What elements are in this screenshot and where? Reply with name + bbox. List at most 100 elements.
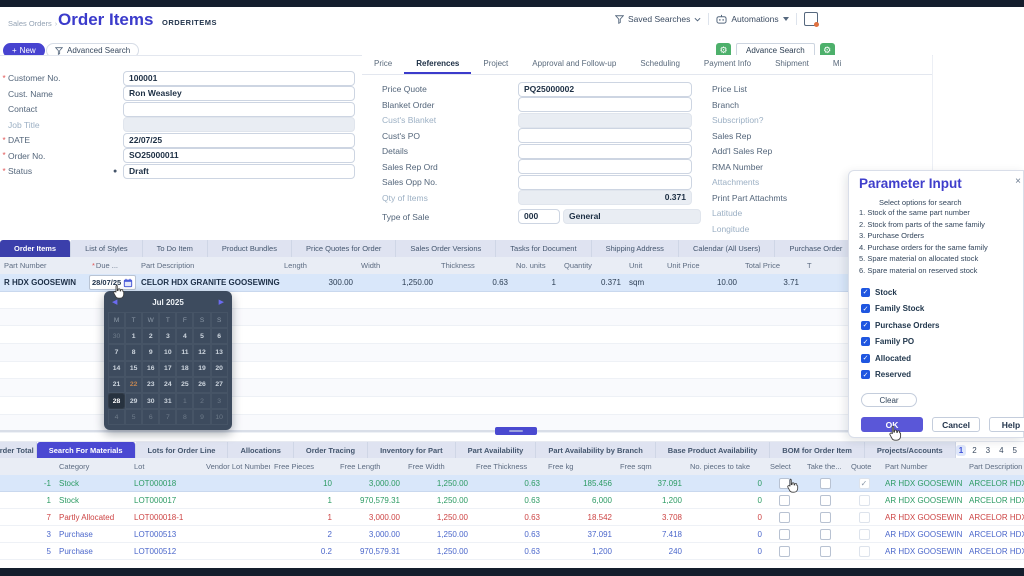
calendar-day[interactable]: 30 <box>142 393 159 409</box>
type-of-sale-code-input[interactable]: 000 <box>518 209 560 224</box>
select-checkbox[interactable] <box>779 529 790 540</box>
checkbox-row[interactable]: Allocated <box>861 353 939 363</box>
checkbox-checked-icon[interactable] <box>861 304 870 313</box>
bottom-tab[interactable]: Allocations <box>228 442 293 459</box>
bottom-tab[interactable]: BOM for Order Item <box>770 442 865 459</box>
page-number[interactable]: 2 <box>969 445 979 456</box>
calendar-day[interactable]: 24 <box>159 377 176 393</box>
field-input[interactable]: 0.371 <box>518 190 692 205</box>
page-number[interactable]: 5 <box>1010 445 1020 456</box>
column-header[interactable]: Width <box>357 257 437 274</box>
table-row[interactable]: 3 Purchase LOT000513 2 3,000.00 1,250.00… <box>0 526 1024 543</box>
calendar-day[interactable]: 13 <box>211 344 228 360</box>
order-table-row[interactable]: R HDX GOOSEWIN 28/07/25 CELOR HDX GRANIT… <box>0 274 932 292</box>
prev-month-icon[interactable]: ◀ <box>112 298 117 306</box>
detail-tab[interactable]: Project <box>471 55 520 74</box>
calendar-day[interactable]: 25 <box>176 377 193 393</box>
bottom-tab[interactable]: Part Availability <box>456 442 537 459</box>
column-header[interactable]: Unit Price <box>663 257 741 274</box>
column-header[interactable]: Take the... <box>803 458 847 475</box>
grid-tab[interactable]: To Do Item <box>143 240 208 257</box>
calendar-day[interactable]: 14 <box>108 361 125 377</box>
calendar-day[interactable]: 31 <box>159 393 176 409</box>
bottom-tab[interactable]: Inventory for Part <box>368 442 456 459</box>
bottom-tab[interactable]: Base Product Availability <box>656 442 770 459</box>
column-header[interactable]: Part Number <box>881 458 965 475</box>
field-input[interactable]: SO25000011 <box>123 148 355 163</box>
calendar-day[interactable]: 1 <box>125 328 142 344</box>
column-header[interactable]: Part Number <box>0 257 88 274</box>
checkbox-row[interactable]: Purchase Orders <box>861 320 939 330</box>
checkbox-checked-icon[interactable] <box>861 288 870 297</box>
detail-tab[interactable]: Payment Info <box>692 55 763 74</box>
calendar-day[interactable]: 5 <box>193 328 210 344</box>
column-header[interactable]: Length <box>280 257 357 274</box>
bottom-tab[interactable]: Order Tracing <box>294 442 368 459</box>
calendar-day[interactable]: 27 <box>211 377 228 393</box>
field-input[interactable]: PQ25000002 <box>518 82 692 97</box>
grid-tab[interactable]: List of Styles <box>71 240 143 257</box>
clear-button[interactable]: Clear <box>861 393 917 407</box>
column-header[interactable]: Lot <box>130 458 202 475</box>
bottom-tab[interactable]: Part Availability by Branch <box>536 442 655 459</box>
grid-tab[interactable]: Price Quotes for Order <box>292 240 396 257</box>
column-header[interactable]: Thickness <box>437 257 512 274</box>
quote-checkbox[interactable] <box>859 546 870 557</box>
table-row[interactable]: 1 Stock LOT000017 1 970,579.31 1,250.00 … <box>0 492 1024 509</box>
take-checkbox[interactable] <box>820 512 831 523</box>
column-header[interactable] <box>0 458 55 475</box>
grid-tab[interactable]: Shipping Address <box>592 240 679 257</box>
take-checkbox[interactable] <box>820 529 831 540</box>
field-input[interactable] <box>518 175 692 190</box>
calendar-day[interactable]: 20 <box>211 361 228 377</box>
calendar-day[interactable]: 21 <box>108 377 125 393</box>
column-header[interactable]: Category <box>55 458 130 475</box>
checkbox-checked-icon[interactable] <box>861 370 870 379</box>
grid-tab[interactable]: Calendar (All Users) <box>679 240 776 257</box>
calendar-icon[interactable] <box>123 278 133 288</box>
calendar-day[interactable]: 22 <box>125 377 142 393</box>
calendar-day[interactable]: 10 <box>159 344 176 360</box>
calendar-day[interactable]: 2 <box>193 393 210 409</box>
calendar-day[interactable]: 17 <box>159 361 176 377</box>
calendar-day[interactable]: 19 <box>193 361 210 377</box>
table-row[interactable]: -1 Stock LOT000018 10 3,000.00 1,250.00 … <box>0 475 1024 492</box>
field-input[interactable] <box>518 159 692 174</box>
take-checkbox[interactable] <box>820 478 831 489</box>
detail-tab[interactable]: Mi <box>821 55 853 74</box>
detail-tab[interactable]: Scheduling <box>628 55 692 74</box>
select-checkbox[interactable] <box>779 478 790 489</box>
calendar-day[interactable]: 4 <box>176 328 193 344</box>
column-header[interactable]: Part Description <box>965 458 1024 475</box>
checkbox-row[interactable]: Stock <box>861 287 939 297</box>
grid-tab[interactable]: Sales Order Versions <box>396 240 496 257</box>
column-header[interactable]: Quantity <box>560 257 625 274</box>
calendar-day[interactable]: 9 <box>142 344 159 360</box>
bottom-tab[interactable]: Order Total <box>0 442 37 459</box>
table-row[interactable]: 7 Partly Allocated LOT000018-1 1 3,000.0… <box>0 509 1024 526</box>
document-icon[interactable] <box>804 12 818 26</box>
next-month-icon[interactable]: ▶ <box>219 298 224 306</box>
cancel-button[interactable]: Cancel <box>932 417 980 432</box>
column-header[interactable]: Free Thickness <box>472 458 544 475</box>
calendar-day[interactable]: 23 <box>142 377 159 393</box>
take-checkbox[interactable] <box>820 495 831 506</box>
calendar-day[interactable]: 6 <box>142 409 159 425</box>
calendar-day[interactable]: 7 <box>108 344 125 360</box>
calendar-day[interactable]: 28 <box>108 393 125 409</box>
checkbox-checked-icon[interactable] <box>861 337 870 346</box>
calendar-day[interactable]: 11 <box>176 344 193 360</box>
scrollbar-thumb[interactable] <box>495 427 537 435</box>
column-header[interactable]: Free sqm <box>616 458 686 475</box>
field-input[interactable] <box>123 102 355 117</box>
calendar-day[interactable]: 4 <box>108 409 125 425</box>
calendar-day[interactable]: 29 <box>125 393 142 409</box>
page-number[interactable]: 4 <box>996 445 1006 456</box>
field-input[interactable]: 22/07/25 <box>123 133 355 148</box>
calendar-day[interactable]: 7 <box>159 409 176 425</box>
detail-tab[interactable]: Shipment <box>763 55 821 74</box>
calendar-day[interactable]: 5 <box>125 409 142 425</box>
detail-tab[interactable]: Approval and Follow-up <box>520 55 628 74</box>
column-header[interactable]: No. pieces to take <box>686 458 766 475</box>
column-header[interactable]: Unit <box>625 257 663 274</box>
